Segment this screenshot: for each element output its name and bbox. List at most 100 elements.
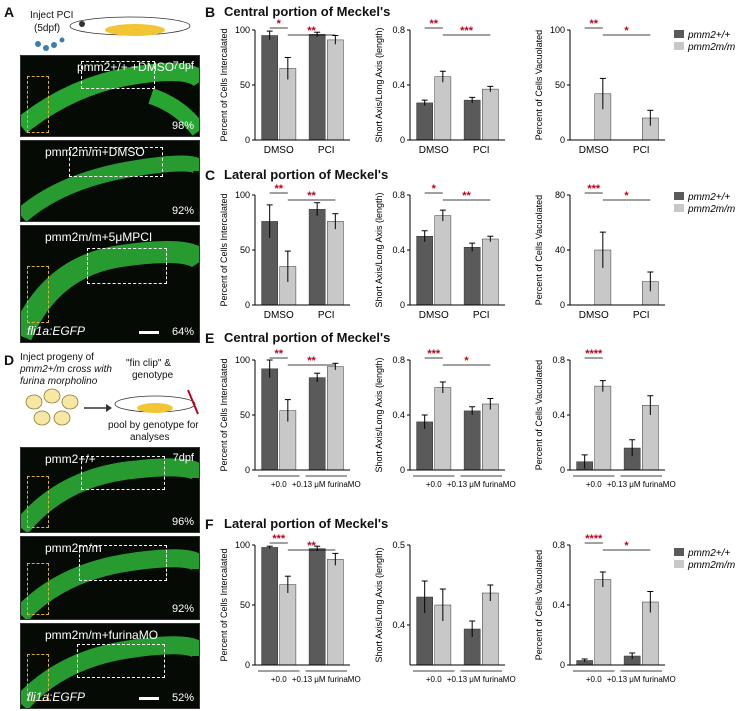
micrograph-dpf: 7dpf (172, 452, 194, 464)
bar (261, 221, 279, 306)
y-axis-label: Short Axis/Long Axis (length) (374, 357, 384, 472)
bar (642, 405, 659, 471)
bar (623, 447, 641, 471)
micrograph-label: pmm2m/m+5μMPCI (45, 230, 153, 244)
roi-lateral (27, 266, 49, 323)
y-tick-label: 0 (560, 300, 565, 310)
x-tick-label: PCI (473, 310, 490, 321)
micrograph-d1: pmm2+/+ 7dpf 96% (20, 447, 200, 533)
y-tick-label: 0 (245, 300, 250, 310)
reporter-label: fli1a:EGFP (27, 690, 86, 704)
significance-mark: ** (307, 540, 316, 552)
x-tick-label: +0.13 μM furinaMO (292, 480, 361, 489)
cartilage-image (21, 636, 199, 708)
y-tick-label: 0.4 (392, 245, 405, 255)
y-tick-label: 0 (245, 135, 250, 145)
micrograph-label: pmm2m/m+furinaMO (45, 628, 159, 642)
roi-central (79, 545, 167, 581)
roi-lateral (27, 563, 49, 615)
significance-mark: ** (274, 348, 283, 360)
inject-text-2: pmm2+/m cross with (20, 364, 112, 375)
cartilage-image (21, 241, 199, 341)
y-axis-label: Percent of Cells Vacuolated (534, 195, 544, 305)
legend-swatch-mut (674, 560, 684, 568)
title-b: Central portion of Meckel's (224, 4, 391, 19)
x-tick-label: +0.13 μM furinaMO (447, 480, 516, 489)
y-tick-label: 0.4 (392, 80, 405, 90)
bar (482, 238, 499, 306)
panel-letter-a: A (4, 4, 15, 20)
pool-2: analyses (130, 432, 170, 443)
y-tick-label: 0 (560, 465, 565, 475)
significance-mark: ** (307, 25, 316, 37)
significance-mark: ** (307, 190, 316, 202)
x-tick-label: DMSO (419, 310, 449, 321)
micrograph-d3: pmm2m/m+furinaMO fli1a:EGFP 52% (20, 623, 200, 709)
x-tick-label: +0.0 (271, 675, 287, 684)
micrograph-percent: 64% (171, 326, 194, 338)
roi-lateral (27, 76, 49, 133)
legend-label-wt: pmm2+/+ (687, 192, 730, 203)
inject-age: (5dpf) (34, 23, 61, 34)
micrograph-dpf: 7dpf (172, 60, 194, 72)
micrograph-percent: 92% (171, 603, 194, 615)
legend-label-mut: pmm2m/m (687, 204, 735, 215)
y-tick-label: 0 (400, 135, 405, 145)
legend-label-wt: pmm2+/+ (687, 30, 730, 41)
title-e: Central portion of Meckel's (224, 330, 391, 345)
x-tick-label: PCI (318, 310, 335, 321)
micrograph-label: pmm2+/+ (45, 452, 96, 466)
x-tick-label: +0.0 (426, 480, 442, 489)
schematic-a: Inject PCI (5dpf) (20, 4, 200, 54)
y-tick-label: 100 (550, 25, 565, 35)
roi-lateral (27, 654, 49, 701)
y-tick-label: 0.4 (392, 620, 405, 630)
significance-mark: * (464, 355, 469, 367)
y-tick-label: 0 (400, 300, 405, 310)
x-tick-label: PCI (318, 145, 335, 156)
bar (482, 88, 499, 141)
bar (279, 584, 297, 666)
legend-label-mut: pmm2m/m (687, 42, 735, 53)
y-tick-label: 0.8 (392, 25, 405, 35)
cartilage-image (21, 155, 199, 221)
y-tick-label: 0.5 (392, 540, 405, 550)
x-tick-label: DMSO (264, 145, 294, 156)
significance-mark: *** (587, 183, 601, 195)
bar (416, 421, 434, 471)
significance-mark: **** (585, 348, 603, 360)
bar (463, 628, 481, 666)
cartilage-image (21, 458, 199, 532)
bar (308, 209, 326, 306)
x-tick-label: PCI (633, 310, 650, 321)
y-axis-label: Percent of Cells Intercalated (219, 358, 229, 471)
roi-lateral (27, 476, 49, 528)
bar (308, 548, 326, 666)
bar (434, 76, 452, 141)
roi-central (69, 147, 163, 177)
bar (434, 604, 452, 666)
bar (642, 117, 659, 141)
inject-label: Inject PCI (30, 10, 74, 21)
y-tick-label: 40 (555, 245, 565, 255)
schematic-d: Inject progeny of pmm2+/m cross with fur… (20, 352, 200, 444)
y-tick-label: 50 (240, 80, 250, 90)
roi-central (77, 644, 165, 678)
roi-central (81, 456, 165, 490)
y-axis-label: Percent of Cells Vacuolated (534, 360, 544, 470)
micrograph-label: pmm2+/+ +DMSO (77, 60, 175, 74)
micrograph-label: pmm2m/m+DMSO (45, 145, 145, 159)
fin-clip-1: "fin clip" & (126, 358, 171, 369)
y-tick-label: 0 (245, 465, 250, 475)
bar (434, 387, 452, 471)
significance-mark: **** (585, 533, 603, 545)
y-tick-label: 50 (555, 80, 565, 90)
bar (594, 385, 612, 471)
bar (308, 34, 326, 141)
inject-text-1: Inject progeny of (20, 352, 94, 363)
bar (261, 547, 279, 666)
x-tick-label: DMSO (419, 145, 449, 156)
y-tick-label: 0.8 (392, 190, 405, 200)
pool-1: pool by genotype for (108, 420, 199, 431)
significance-mark: *** (460, 25, 474, 37)
